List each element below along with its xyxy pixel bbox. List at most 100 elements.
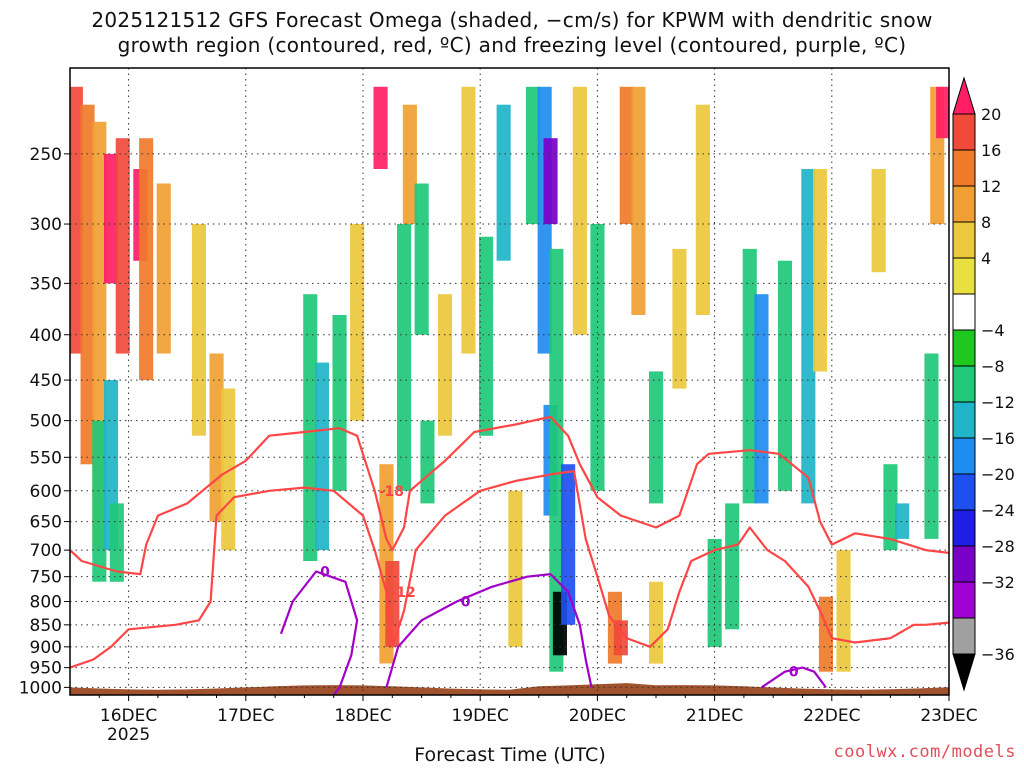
omega-cell-16 [332, 315, 347, 491]
dendritic-contour-1 [70, 470, 949, 669]
colorbar-label-13: −36 [981, 645, 1015, 664]
omega-cell-30 [525, 86, 540, 225]
omega-cell-1 [80, 104, 95, 465]
omega-cell-55 [836, 550, 851, 672]
dendritic-contour-0 [70, 415, 949, 576]
omega-cell-13 [109, 503, 124, 582]
colorbar-segment-7 [952, 329, 976, 367]
y-tick-label-600: 600 [30, 482, 62, 502]
colorbar-segment-1 [952, 113, 976, 151]
freezing-level-contour-3 [385, 573, 593, 688]
colorbar-segment-10 [952, 437, 976, 475]
omega-cell-23 [414, 183, 429, 335]
colorbar-label-6: −8 [981, 357, 1005, 376]
chart-title-line-1: 2025121512 GFS Forecast Omega (shaded, −… [91, 8, 933, 32]
y-tick-label-350: 350 [30, 274, 62, 294]
omega-cell-57 [883, 464, 898, 551]
omega-cell-6 [139, 138, 154, 381]
colorbar-label-4: 4 [981, 249, 991, 268]
colorbar-segment-0 [952, 76, 976, 115]
x-axis-title: Forecast Time (UTC) [414, 744, 606, 766]
omega-cell-15 [314, 362, 329, 551]
colorbar-label-8: −16 [981, 429, 1015, 448]
omega-cell-18 [373, 86, 388, 169]
colorbar-segment-15 [952, 617, 976, 655]
source-credit: coolwx.com/models [833, 742, 1016, 762]
omega-cell-60 [936, 86, 949, 139]
omega-cell-25 [438, 294, 453, 436]
x-tick-label-17dec: 17DEC [217, 706, 274, 726]
omega-cell-24 [420, 420, 435, 504]
y-tick-label-900: 900 [30, 638, 62, 658]
contour-label-0: -18 [379, 484, 404, 500]
colorbar-label-9: −20 [981, 465, 1015, 484]
omega-cell-28 [496, 104, 511, 261]
omega-cell-20 [385, 561, 400, 647]
y-tick-label-700: 700 [30, 541, 62, 561]
x-tick-label-16dec: 16DEC [100, 706, 157, 726]
omega-cell-14 [303, 294, 318, 561]
colorbar-segment-11 [952, 473, 976, 511]
colorbar-segment-16 [952, 653, 976, 692]
colorbar-segment-14 [952, 581, 976, 619]
y-tick-label-1000: 1000 [19, 678, 62, 698]
y-tick-label-550: 550 [30, 448, 62, 468]
omega-cell-11 [92, 420, 107, 582]
colorbar-label-12: −32 [981, 573, 1015, 592]
colorbar-segment-5 [952, 257, 976, 295]
omega-cell-61 [924, 353, 939, 539]
omega-cell-34 [549, 248, 564, 672]
omega-cell-49 [742, 248, 757, 504]
omega-cell-10 [221, 388, 236, 551]
freezing-level-contour-4 [760, 666, 827, 689]
omega-cell-29 [508, 490, 523, 647]
omega-cell-7 [156, 183, 171, 354]
omega-cell-45 [672, 248, 687, 389]
omega-cell-22 [402, 104, 417, 225]
omega-cell-56 [871, 169, 886, 273]
chart-title-line-2: growth region (contoured, red, ºC) and f… [117, 33, 907, 57]
omega-cell-51 [777, 260, 792, 491]
omega-cell-8 [191, 224, 206, 436]
colorbar-label-3: 8 [981, 213, 991, 232]
x-tick-year-label: 2025 [107, 725, 150, 745]
x-tick-label-21dec: 21DEC [686, 706, 743, 726]
omega-cell-17 [350, 224, 365, 421]
colorbar-segment-8 [952, 365, 976, 403]
colorbar-label-11: −28 [981, 537, 1015, 556]
x-tick-label-23dec: 23DEC [920, 706, 977, 726]
omega-cell-44 [649, 371, 664, 504]
y-tick-label-650: 650 [30, 513, 62, 533]
omega-cell-4 [115, 138, 130, 354]
y-tick-label-850: 850 [30, 616, 62, 636]
omega-cell-0 [70, 86, 83, 354]
y-tick-label-300: 300 [30, 215, 62, 235]
colorbar-segment-4 [952, 221, 976, 259]
omega-cell-50 [754, 294, 769, 504]
colorbar-segment-12 [952, 509, 976, 547]
omega-cell-41 [619, 86, 634, 225]
omega-cell-32 [543, 138, 558, 225]
x-tick-label-19dec: 19DEC [452, 706, 509, 726]
contour-label-4: 0 [789, 665, 799, 681]
colorbar-label-2: 12 [981, 177, 1001, 196]
colorbar-segment-2 [952, 149, 976, 187]
contour-label-3: 0 [461, 595, 471, 611]
y-tick-label-450: 450 [30, 371, 62, 391]
omega-cell-27 [479, 236, 494, 436]
colorbar-label-0: 20 [981, 105, 1001, 124]
contour-label-1: -12 [390, 585, 415, 601]
x-tick-label-22dec: 22DEC [803, 706, 860, 726]
omega-cell-9 [209, 353, 224, 522]
y-tick-label-750: 750 [30, 568, 62, 588]
y-tick-label-500: 500 [30, 412, 62, 432]
omega-cell-40 [613, 620, 628, 656]
colorbar-label-7: −12 [981, 393, 1015, 412]
omega-cell-42 [631, 86, 646, 315]
omega-cell-38 [590, 224, 605, 491]
colorbar-segment-9 [952, 401, 976, 439]
y-tick-label-250: 250 [30, 145, 62, 165]
freezing-level-contour-2 [279, 570, 359, 695]
x-tick-label-18dec: 18DEC [334, 706, 391, 726]
